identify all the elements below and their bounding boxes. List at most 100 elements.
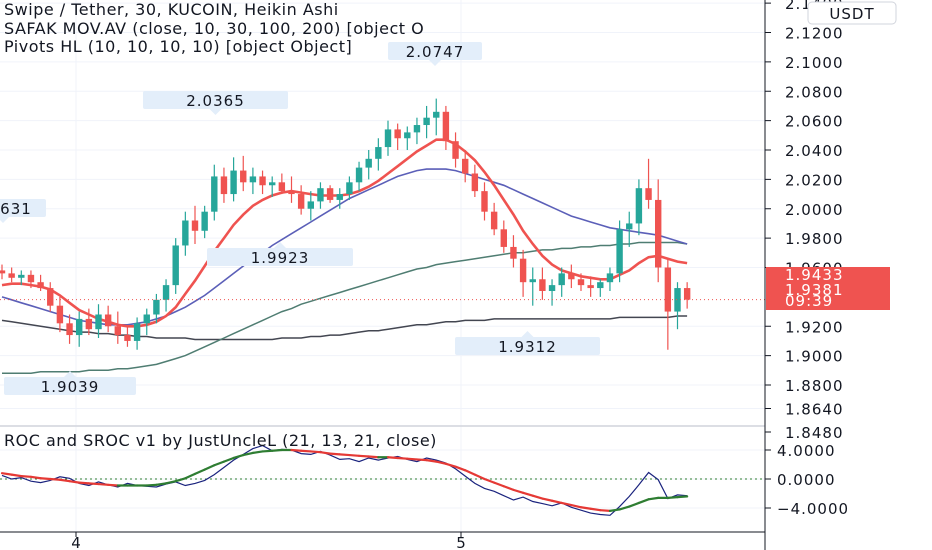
sroc-segment — [213, 460, 226, 467]
sroc-segment — [608, 508, 621, 512]
candle-body — [230, 170, 237, 195]
sroc-segment — [483, 477, 496, 484]
pivot-labels: 2.0747 2.0365 631 1.9923 1.9312 1.9039 — [0, 42, 600, 396]
candle-body — [211, 176, 218, 212]
candle-body — [326, 188, 334, 200]
sroc-segment — [589, 507, 602, 512]
sroc-segment — [184, 472, 197, 480]
sroc-segment — [531, 494, 544, 500]
last-price-tag: 1.9381 — [766, 281, 890, 299]
countdown-tag-bg — [766, 296, 890, 310]
price-tick-label: 2.1000 — [785, 54, 844, 72]
oscillator-pane — [0, 444, 765, 516]
candle-body — [288, 191, 295, 195]
symbol-title[interactable]: Swipe / Tether, 30, KUCOIN, Heikin Ashi — [4, 0, 339, 19]
ma-price-tag-bg — [766, 267, 890, 284]
sroc-segment — [338, 453, 351, 457]
price-tick-label: 1.9800 — [785, 230, 844, 248]
currency-button-box — [807, 1, 897, 25]
candle-body — [220, 176, 228, 195]
pivot-label-box — [143, 91, 288, 109]
pivot-label-text: 2.0747 — [406, 43, 465, 61]
sroc-segment — [599, 509, 612, 512]
pivot-label-pointer — [274, 242, 286, 248]
candle-body — [346, 182, 353, 195]
price-tick-label: 1.9200 — [785, 318, 844, 336]
pivot-label-text: 1.9039 — [41, 378, 100, 396]
last-price-tag-text: 1.9381 — [785, 281, 844, 299]
candle-body — [8, 273, 15, 278]
price-tick-label: 1.8800 — [785, 377, 844, 395]
candle-body — [114, 326, 121, 336]
candle-body — [85, 318, 93, 330]
candle-body — [143, 314, 150, 324]
sroc-segment — [425, 459, 438, 463]
sroc-segment — [502, 485, 515, 491]
candle-body — [510, 246, 517, 259]
pivot-label-text: 1.9923 — [251, 249, 310, 267]
sroc-segment — [49, 477, 62, 481]
sroc-segment — [319, 451, 332, 455]
countdown-tag: 09:39 — [766, 292, 890, 310]
candle-body — [394, 129, 401, 139]
price-tick-label: 1.9000 — [785, 348, 844, 366]
candle-body — [336, 194, 343, 200]
candle-body — [278, 182, 286, 192]
pivot-label-box — [207, 248, 353, 266]
pivot-label-box — [388, 42, 482, 60]
sroc-segment — [107, 483, 119, 487]
pivot-label-box — [4, 377, 136, 395]
osc-tick-label: 0.0000 — [777, 471, 836, 489]
sroc-segment — [454, 465, 467, 472]
candle-body — [0, 270, 6, 274]
candle-body — [606, 273, 614, 283]
pivot-label-box — [455, 337, 600, 355]
currency-button[interactable]: USDT — [807, 1, 897, 25]
sroc-segment — [164, 480, 177, 485]
sroc-segment — [628, 501, 641, 508]
candle-body — [104, 314, 112, 327]
sroc-segment — [473, 473, 486, 481]
sroc-segment — [618, 505, 631, 511]
candle-body — [597, 282, 604, 289]
candle-body — [645, 188, 652, 200]
sroc-segment — [329, 452, 341, 456]
candle-body — [519, 258, 527, 283]
sroc-segment — [97, 482, 110, 486]
candle-body — [317, 188, 324, 202]
sroc-segment — [155, 482, 168, 486]
pivot-label: 1.9923 — [207, 242, 353, 267]
candle-body — [297, 194, 305, 209]
candle-body — [635, 188, 643, 224]
candle-body — [674, 288, 681, 312]
candle-body — [56, 305, 64, 324]
candle-body — [548, 285, 556, 291]
roc-line — [1, 444, 688, 516]
pivot-label-text: 2.0365 — [186, 92, 245, 110]
candle-body — [269, 182, 276, 186]
sroc-segment — [78, 481, 90, 485]
pivot-label-text: 631 — [0, 200, 32, 218]
sroc-segment — [29, 475, 42, 480]
pivot-label: 1.9039 — [4, 371, 136, 396]
ma-price-tag: 1.9433 — [766, 266, 890, 284]
ma100-line — [2, 241, 688, 375]
moving-average-legend[interactable]: SAFAK MOV.AV (close, 10, 30, 100, 200) [… — [4, 19, 425, 38]
candle-body — [587, 285, 594, 289]
candle-body — [452, 141, 459, 159]
candle-body — [655, 199, 662, 268]
pivots-legend[interactable]: Pivots HL (10, 10, 10, 10) [object Objec… — [4, 37, 353, 56]
candle-body — [27, 274, 35, 283]
candle-body — [683, 288, 691, 300]
candle-body — [442, 111, 450, 142]
sroc-segment — [435, 460, 447, 465]
sroc-segment — [290, 448, 303, 452]
candle-body — [481, 191, 488, 212]
sroc-segment — [348, 453, 361, 457]
oscillator-title[interactable]: ROC and SROC v1 by JustUncleL (21, 13, 2… — [4, 431, 437, 450]
sroc-segment — [444, 462, 457, 468]
pivot-label: 1.9312 — [455, 331, 600, 356]
candle-body — [365, 158, 372, 168]
sroc-segment — [232, 453, 245, 460]
